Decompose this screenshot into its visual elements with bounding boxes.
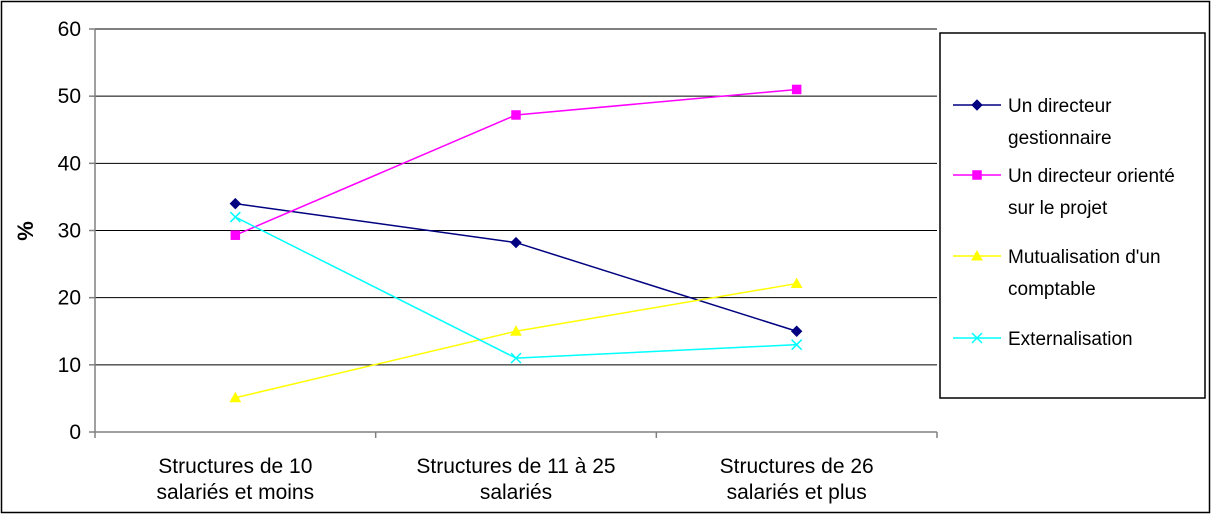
- point-x-stroke: [510, 352, 522, 364]
- legend-item-3: Mutualisation d'un comptable: [953, 247, 1161, 300]
- legend-item-1: Un directeur gestionnaire: [953, 96, 1112, 149]
- legend-label-line: comptable: [1008, 279, 1096, 300]
- legend-label: Un directeur gestionnaire: [1008, 96, 1112, 149]
- point-triangle: [790, 277, 803, 289]
- legend-label-line: Mutualisation d'un: [1008, 247, 1161, 268]
- point-x: [791, 339, 803, 351]
- point-x-stroke: [229, 211, 241, 223]
- point-triangle: [229, 391, 242, 403]
- point-diamond: [971, 99, 983, 111]
- x-tick-label: Structures de 10 salariés et moins: [157, 455, 315, 504]
- legend-label: Un directeur orienté sur le projet: [1008, 166, 1175, 219]
- legend-box: [939, 32, 1206, 399]
- point-x: [971, 332, 983, 344]
- series-3: [229, 277, 803, 403]
- point-diamond: [510, 236, 522, 249]
- y-axis-title: %: [13, 221, 38, 241]
- y-tick-label: 60: [58, 18, 81, 41]
- legend-item-4: Externalisation: [953, 329, 1133, 350]
- y-tick-label: 20: [58, 287, 81, 310]
- series-group: [229, 84, 803, 403]
- x-tick-label-line: Structures de 26: [720, 455, 874, 478]
- point-square: [230, 230, 241, 240]
- x-tick-label: Structures de 11 à 25 salariés: [416, 455, 615, 504]
- legend-label-line: Externalisation: [1008, 329, 1133, 350]
- point-x: [510, 352, 522, 364]
- point-triangle: [971, 249, 983, 261]
- labels: 0 10 20 30 40 50 60 Structures de 10 salariés et…: [13, 18, 874, 504]
- y-tick-label: 10: [58, 354, 81, 377]
- legend-label-line: Un directeur orienté: [1008, 166, 1175, 187]
- point-triangle: [510, 325, 522, 336]
- series-2: [230, 84, 802, 240]
- axes: [89, 28, 938, 438]
- point-square: [511, 110, 521, 120]
- legend-item-2: Un directeur orienté sur le projet: [953, 166, 1175, 219]
- point-diamond: [229, 197, 242, 210]
- point-x: [229, 211, 241, 223]
- legend-label-line: sur le projet: [1008, 198, 1108, 219]
- legend-label-line: Un directeur: [1008, 96, 1112, 117]
- legend-label-line: gestionnaire: [1008, 128, 1112, 149]
- point-x-stroke: [971, 332, 983, 344]
- x-tick-label-line: salariés et plus: [727, 481, 867, 504]
- legend: Un directeur gestionnaire Un directeur ori…: [939, 32, 1206, 399]
- y-tick-label: 30: [58, 220, 81, 243]
- y-tick-label: 40: [58, 152, 81, 175]
- y-tick-label: 50: [58, 85, 81, 108]
- point-diamond: [790, 325, 803, 337]
- x-tick-label-line: salariés: [480, 481, 552, 504]
- legend-label: Externalisation: [1008, 329, 1133, 350]
- series-4: [229, 211, 803, 364]
- x-tick-label-line: salariés et moins: [157, 481, 315, 504]
- x-tick-label-line: Structures de 11 à 25: [416, 455, 615, 478]
- x-tick-label: Structures de 26 salariés et plus: [720, 455, 874, 504]
- point-square: [791, 84, 802, 95]
- series-1: [229, 197, 803, 337]
- y-tick-label: 0: [69, 421, 81, 444]
- x-tick-label-line: Structures de 10: [158, 455, 312, 478]
- point-square: [972, 170, 982, 180]
- point-x-stroke: [791, 339, 803, 351]
- legend-label: Mutualisation d'un comptable: [1008, 247, 1161, 300]
